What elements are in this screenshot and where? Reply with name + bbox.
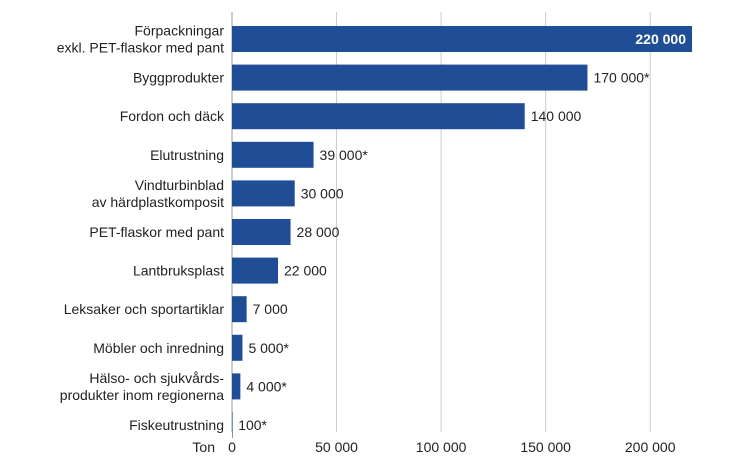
bar bbox=[232, 257, 278, 284]
category-label: Fordon och däck bbox=[120, 108, 225, 124]
x-tick-label: 50 000 bbox=[315, 439, 358, 455]
category-label: Lantbruksplast bbox=[133, 263, 224, 279]
value-label: 28 000 bbox=[297, 224, 340, 240]
category-label-line: Elutrustning bbox=[150, 147, 224, 163]
category-label: Leksaker och sportartiklar bbox=[64, 301, 225, 317]
bar bbox=[232, 219, 291, 245]
value-label: 100* bbox=[238, 417, 267, 433]
x-tick-label: 200 000 bbox=[625, 439, 676, 455]
value-label: 5 000* bbox=[248, 340, 289, 356]
bar bbox=[232, 103, 525, 130]
value-label: 22 000 bbox=[284, 263, 327, 279]
category-label-line: Fiskeutrustning bbox=[129, 417, 224, 433]
category-label-line: Lantbruksplast bbox=[133, 263, 224, 279]
bar bbox=[232, 373, 241, 400]
value-label: 140 000 bbox=[531, 108, 582, 124]
value-label: 7 000 bbox=[253, 301, 288, 317]
category-label-line: Förpackningar bbox=[135, 23, 225, 39]
category-label: Möbler och inredning bbox=[93, 340, 224, 356]
x-axis-ticks: 0 50 000 100 000 150 000 200 000 bbox=[228, 439, 676, 455]
bar bbox=[232, 64, 588, 91]
bars bbox=[232, 26, 692, 438]
category-labels: Förpackningar exkl. PET-flaskor med pant B… bbox=[57, 23, 225, 434]
category-label-line: PET-flaskor med pant bbox=[89, 224, 224, 240]
category-label-line: av härdplastkomposit bbox=[92, 194, 224, 210]
value-label: 4 000* bbox=[246, 378, 287, 394]
bar bbox=[232, 412, 233, 438]
value-labels: 220 000 170 000* 140 000 39 000* 30 000 28 00… bbox=[238, 31, 686, 433]
x-tick-label: 0 bbox=[228, 439, 236, 455]
category-label: Elutrustning bbox=[150, 147, 224, 163]
category-label-line: Fordon och däck bbox=[120, 108, 225, 124]
x-tick-label: 100 000 bbox=[416, 439, 467, 455]
value-label: 170 000* bbox=[593, 70, 650, 86]
bar bbox=[232, 26, 692, 52]
category-label: PET-flaskor med pant bbox=[89, 224, 224, 240]
category-label-line: Hälso- och sjukvårds- bbox=[89, 370, 224, 386]
category-label-line: Byggprodukter bbox=[133, 70, 224, 86]
bar bbox=[232, 296, 247, 323]
bar bbox=[232, 180, 295, 207]
x-tick-label: 150 000 bbox=[520, 439, 571, 455]
category-label: Fiskeutrustning bbox=[129, 417, 224, 433]
bar bbox=[232, 141, 314, 168]
category-label-line: produkter inom regionerna bbox=[60, 387, 224, 403]
category-label: Hälso- och sjukvårds-produkter inom regi… bbox=[60, 370, 225, 403]
category-label: Vindturbinblad av härdplastkomposit bbox=[92, 177, 224, 210]
category-label: Byggprodukter bbox=[133, 70, 224, 86]
value-label: 30 000 bbox=[301, 185, 344, 201]
value-label: 220 000 bbox=[635, 31, 686, 47]
category-label-line: exkl. PET-flaskor med pant bbox=[57, 40, 224, 56]
value-label: 39 000* bbox=[320, 147, 369, 163]
category-label-line: Möbler och inredning bbox=[93, 340, 224, 356]
category-label: Förpackningar exkl. PET-flaskor med pant bbox=[57, 23, 225, 56]
bar bbox=[232, 334, 243, 361]
x-axis-label: Ton bbox=[192, 439, 215, 455]
category-label-line: Vindturbinblad bbox=[135, 177, 224, 193]
category-label-line: Leksaker och sportartiklar bbox=[64, 301, 225, 317]
